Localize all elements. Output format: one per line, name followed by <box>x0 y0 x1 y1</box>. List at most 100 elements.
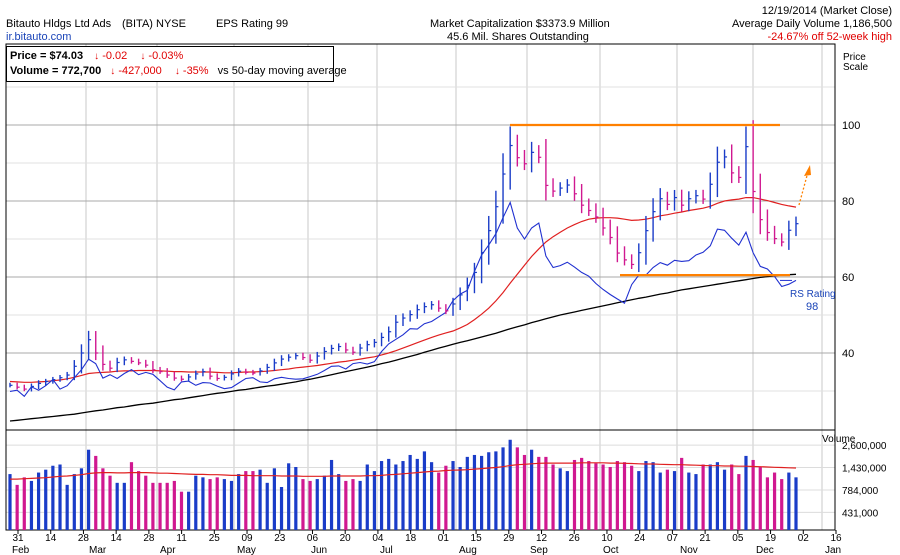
volume-bar <box>272 468 276 530</box>
volume-row: Volume = 772,700 ↓ -427,000 ↓ -35% vs 50… <box>10 65 347 77</box>
volume-bar <box>222 479 226 530</box>
annotations <box>510 123 811 281</box>
volume-tick-label: 784,000 <box>842 486 879 497</box>
volume-bar <box>87 449 91 530</box>
x-day-label: 04 <box>372 533 384 544</box>
volume-bar <box>58 464 62 530</box>
volume-bar <box>158 482 162 530</box>
ticker: (BITA) NYSE <box>122 18 186 30</box>
volume-bar <box>544 456 548 530</box>
x-month-label: Aug <box>459 545 477 555</box>
off-high: -24.67% off 52-week high <box>767 31 892 43</box>
volume-bar <box>72 474 76 530</box>
volume-bar <box>622 462 627 530</box>
website-link[interactable]: ir.bitauto.com <box>6 31 72 43</box>
x-day-label: 31 <box>12 533 24 544</box>
chart-grid <box>6 44 835 530</box>
volume-axis-label: Volume <box>822 434 856 445</box>
x-day-label: 07 <box>667 533 679 544</box>
volume-bar <box>287 463 291 530</box>
volume-bar <box>358 480 362 530</box>
volume-change: ↓ -427,000 <box>110 65 162 77</box>
volume-bar <box>65 484 69 530</box>
volume-bar <box>122 482 126 530</box>
volume-bar <box>680 457 684 530</box>
volume-bar <box>694 474 698 530</box>
volume-bar <box>751 459 755 530</box>
volume-bar <box>237 474 241 530</box>
x-day-label: 05 <box>732 533 744 544</box>
x-day-label: 21 <box>700 533 712 544</box>
volume-bar <box>308 480 312 530</box>
volume-bar <box>651 462 655 530</box>
volume-bar <box>551 464 555 530</box>
volume-bar <box>758 466 762 530</box>
volume-bar <box>129 462 134 530</box>
volume-bar <box>44 469 48 530</box>
volume-bar <box>215 477 219 530</box>
x-month-label: Nov <box>680 545 698 555</box>
volume-bar <box>387 458 391 530</box>
volume-bar <box>458 466 462 530</box>
volume-bar <box>265 482 269 530</box>
volume-bar <box>229 480 234 530</box>
volume-bar <box>587 461 591 530</box>
volume-bar <box>115 482 119 530</box>
volume-bar <box>351 479 355 530</box>
chart-date: 12/19/2014 (Market Close) <box>761 5 892 17</box>
volume-bar <box>101 468 105 530</box>
volume-bar <box>15 484 19 530</box>
volume-bar <box>794 477 798 530</box>
volume-bar <box>244 471 248 530</box>
volume-bar <box>194 475 198 530</box>
volume-bar <box>401 461 405 530</box>
quote-info-box: Price = $74.03 ↓ -0.02 ↓ -0.03% Volume =… <box>6 46 347 82</box>
x-day-label: 25 <box>209 533 221 544</box>
x-day-label: 11 <box>176 533 187 544</box>
eps-rating: EPS Rating 99 <box>216 18 289 30</box>
volume-bar <box>22 477 26 530</box>
x-day-label: 26 <box>569 533 581 544</box>
x-day-label: 14 <box>45 533 57 544</box>
rs-line <box>9 200 797 398</box>
volume-bar <box>137 471 141 530</box>
volume-bar <box>451 461 455 530</box>
volume-bar <box>580 457 584 530</box>
volume-bar <box>737 474 741 530</box>
volume-tick-label: 2,600,000 <box>842 441 887 452</box>
price-panel-frame <box>5 43 836 431</box>
x-day-label: 06 <box>307 533 319 544</box>
volume-bars <box>8 439 798 530</box>
volume-bar <box>472 454 477 530</box>
price-tick-label: 40 <box>842 348 854 360</box>
volume-bar <box>429 462 434 530</box>
price-percent: ↓ -0.03% <box>140 50 184 62</box>
x-month-label: Jan <box>825 545 841 555</box>
volume-bar <box>537 456 541 530</box>
x-month-label: Mar <box>89 545 107 555</box>
price-tick-label: 60 <box>842 272 854 284</box>
market-cap: Market Capitalization $3373.9 Million <box>430 18 610 30</box>
volume-label: Volume = 772,700 <box>10 65 102 77</box>
price-tick-label: 100 <box>842 120 860 132</box>
volume-bar <box>294 466 298 530</box>
price-row: Price = $74.03 ↓ -0.02 ↓ -0.03% <box>10 50 183 62</box>
price-bars <box>9 120 799 392</box>
x-day-label: 16 <box>830 533 842 544</box>
volume-bar <box>780 479 784 530</box>
rs-rating-value: 98 <box>806 301 818 313</box>
volume-bar <box>51 465 55 530</box>
volume-bar <box>637 471 641 530</box>
volume-note: vs 50-day moving average <box>217 65 347 77</box>
volume-bar <box>408 454 412 530</box>
down-arrow-icon: ↓ <box>94 51 100 62</box>
volume-bar <box>208 479 212 530</box>
volume-bar <box>530 449 534 530</box>
volume-bar <box>594 463 598 530</box>
volume-bar <box>329 459 334 530</box>
volume-bar <box>394 464 398 530</box>
x-month-label: Jul <box>380 545 393 555</box>
volume-bar <box>730 464 734 530</box>
volume-bar <box>630 465 634 530</box>
